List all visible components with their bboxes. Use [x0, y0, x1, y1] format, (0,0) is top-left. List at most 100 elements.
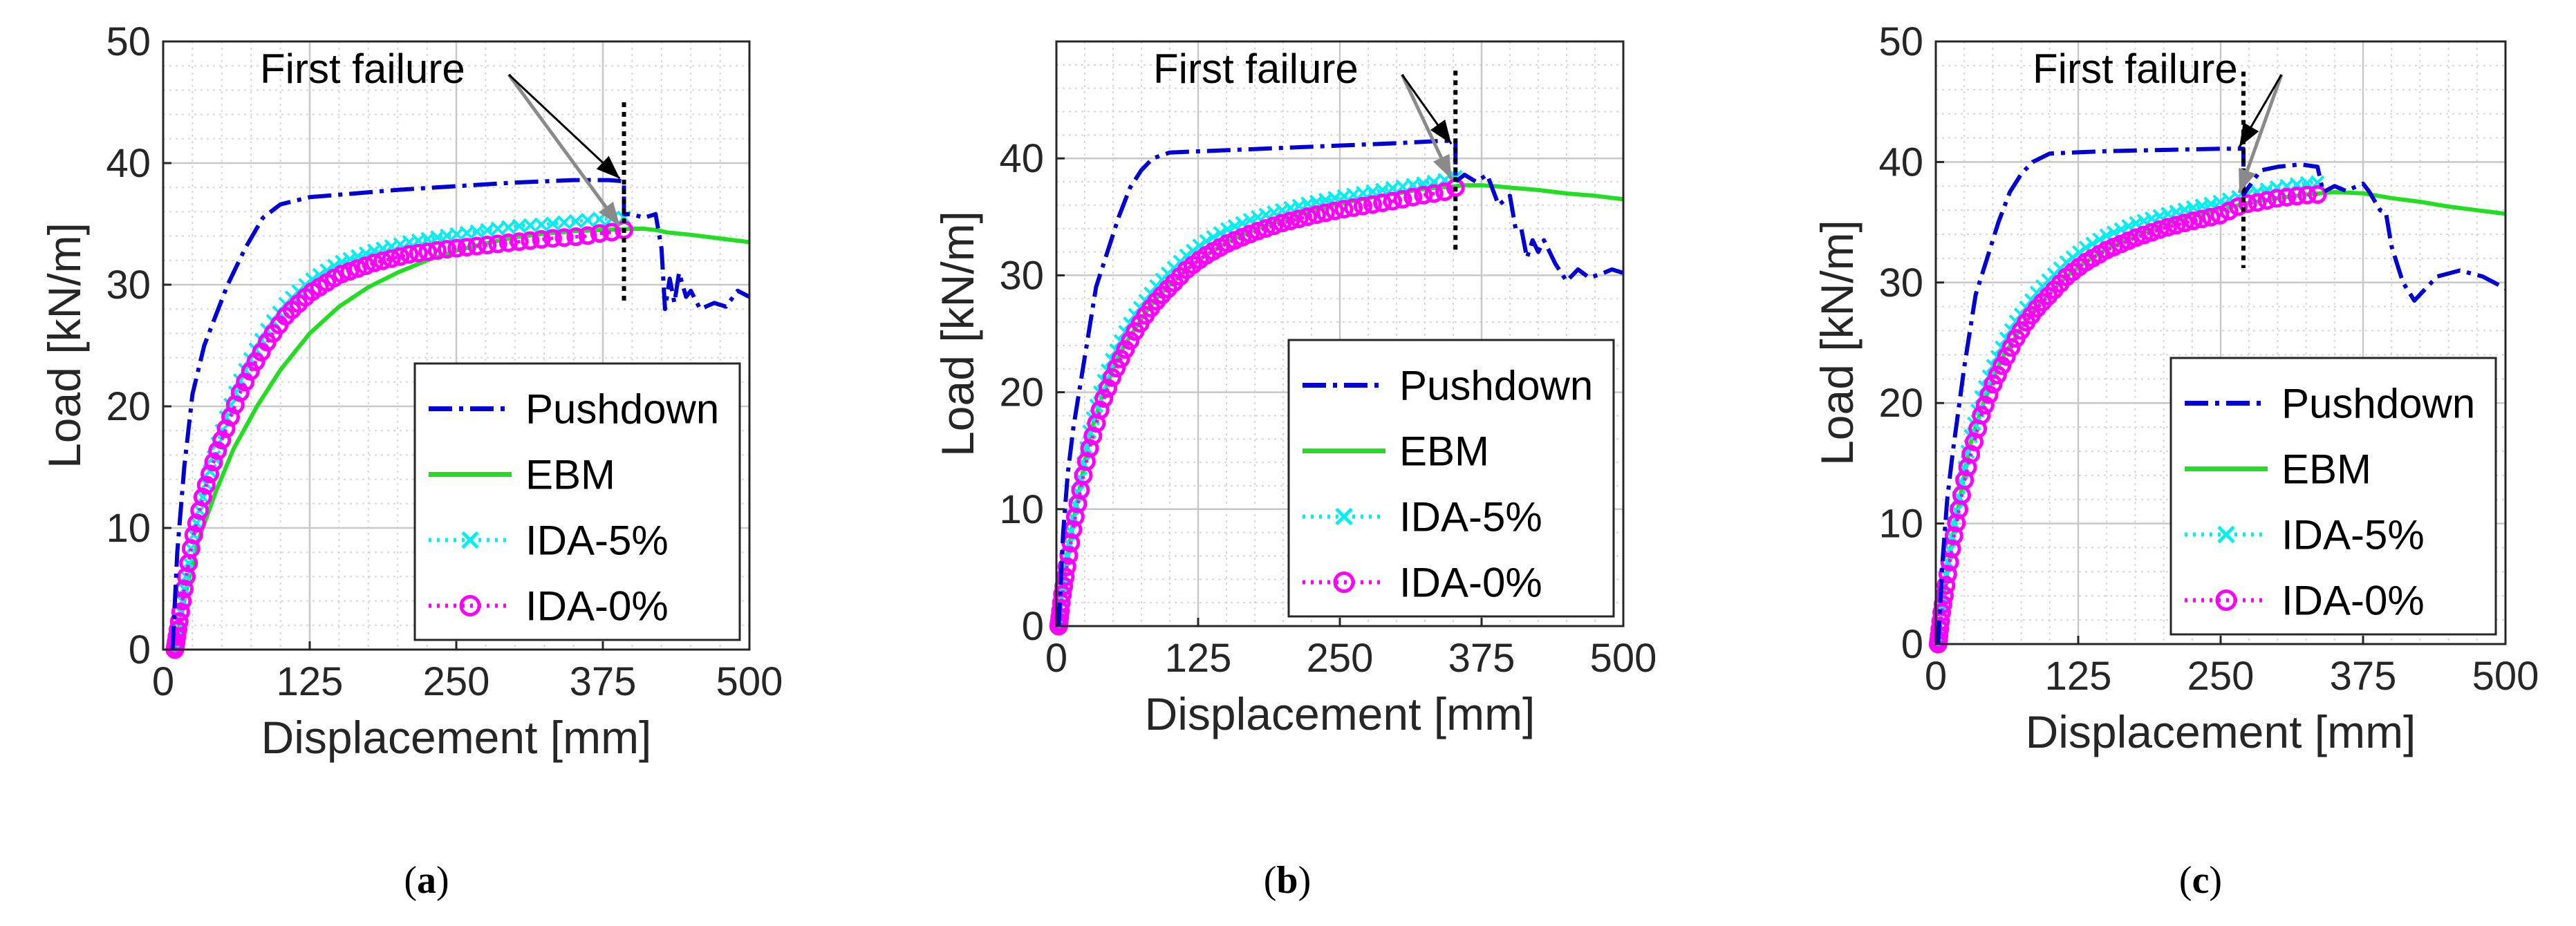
marker-stroke: [1235, 216, 1250, 231]
x-axis-label: Displacement [mm]: [1145, 688, 1536, 739]
marker-stroke: [490, 221, 505, 236]
x-tick-label: 375: [1448, 636, 1515, 681]
marker-stroke: [1227, 219, 1242, 234]
legend-label: Pushdown: [1399, 363, 1593, 409]
caption-close-paren: ): [2209, 859, 2222, 902]
x-axis-label: Displacement [mm]: [2026, 706, 2416, 757]
y-tick-label: 0: [1901, 622, 1923, 667]
data-point-marker-o: [2158, 218, 2178, 237]
marker-stroke: [1318, 192, 1333, 207]
y-tick-label: 10: [999, 487, 1044, 532]
data-point-marker-o: [1992, 356, 2012, 375]
series-group: [1928, 147, 2507, 654]
marker-stroke: [2185, 200, 2201, 215]
x-tick-label: 500: [716, 659, 783, 704]
y-axis-label: Load [kN/m]: [1811, 220, 1863, 466]
legend-box: [413, 362, 741, 641]
legend-item-pushdown: Pushdown: [1303, 363, 1593, 409]
data-point-marker-o: [457, 238, 476, 257]
marker-stroke: [2085, 236, 2100, 252]
x-tick-label: 500: [2472, 654, 2539, 699]
marker-stroke: [2152, 209, 2167, 224]
data-point-marker-o: [2142, 223, 2161, 242]
marker-stroke: [2144, 211, 2159, 226]
data-point-marker-o: [1056, 567, 1075, 587]
legend: Pushdown EBM IDA-5% IDA-0%: [1287, 339, 1615, 618]
data-point-marker-o: [566, 227, 586, 247]
y-tick-label: 0: [129, 627, 151, 672]
chart-panel-c: First failure 0 125 250 375 500 0 10 20 30 40 50 Dis…: [1811, 19, 2539, 902]
legend-label: EBM: [2281, 446, 2371, 493]
legend-box: [1287, 339, 1615, 618]
y-tick-label: 10: [1878, 502, 1923, 547]
legend-label: Pushdown: [2281, 381, 2475, 427]
data-point-marker-o: [1098, 379, 1117, 398]
data-point-marker-o: [1972, 406, 1991, 425]
data-point-marker-o: [2267, 189, 2286, 208]
legend-item-ida-5pct: IDA-5%: [2185, 512, 2425, 558]
data-point-marker-x: [568, 214, 584, 229]
data-point-marker-o: [1307, 205, 1326, 225]
data-point-marker-x: [534, 217, 549, 232]
data-point-marker-o: [2287, 187, 2306, 206]
panel-caption: (c): [2179, 859, 2222, 902]
data-point-marker-o: [193, 487, 212, 507]
data-point-marker-o: [1435, 182, 1455, 201]
data-point-marker-o: [373, 251, 393, 270]
legend-item-ida-5pct: IDA-5%: [429, 518, 669, 564]
arrow-head: [2239, 122, 2259, 147]
legend-item-ida-0pct: IDA-0%: [429, 583, 669, 630]
series-ida-0pct: [1049, 178, 1465, 636]
data-point-marker-o: [2277, 187, 2297, 207]
data-point-marker-o: [1107, 359, 1126, 378]
data-point-marker-o: [2175, 214, 2194, 233]
data-point-marker-o: [1979, 385, 1999, 404]
data-point-marker-o: [1298, 207, 1318, 226]
data-point-marker-x: [523, 218, 538, 233]
first-failure-arrow-black: [1401, 74, 1453, 145]
marker-stroke: [512, 218, 527, 234]
data-point-marker-o: [1975, 395, 1995, 415]
marker-stroke: [1192, 238, 1207, 254]
marker-stroke: [2160, 207, 2176, 221]
data-point-marker-o: [208, 441, 227, 460]
marker-stroke: [1267, 205, 1281, 220]
ticks: 0 125 250 375 500 0 10 20 30 40 50: [1878, 19, 2539, 699]
arrow-head: [1433, 153, 1452, 180]
data-point-marker-o: [498, 233, 518, 252]
data-point-marker-o: [340, 262, 360, 281]
legend: Pushdown EBM IDA-5% IDA-0%: [413, 362, 741, 641]
marker-stroke: [2113, 222, 2129, 237]
data-point-marker-o: [1363, 195, 1382, 214]
legend-box: [2169, 357, 2497, 636]
data-point-marker-o: [488, 234, 507, 254]
data-point-marker-o: [391, 247, 410, 266]
data-point-marker-o: [2150, 220, 2169, 239]
marker-stroke: [2203, 196, 2219, 211]
data-point-marker-o: [1281, 211, 1300, 231]
legend-label: IDA-0%: [2281, 578, 2425, 624]
marker-stroke: [1346, 187, 1361, 202]
data-point-marker-o: [1997, 347, 2016, 366]
y-axis-label: Load [kN/m]: [932, 211, 983, 457]
legend-label: IDA-5%: [1399, 494, 1542, 540]
data-point-marker-o: [2248, 193, 2267, 212]
series-group: [1049, 138, 1624, 636]
marker-stroke: [557, 215, 572, 230]
data-point-marker-o: [1984, 375, 2003, 394]
data-point-marker-o: [187, 513, 206, 533]
marker-stroke: [1300, 196, 1315, 211]
marker-stroke: [2169, 205, 2184, 219]
legend-item-ida-0pct: IDA-0%: [1303, 560, 1542, 606]
data-point-marker-o: [1248, 221, 1267, 240]
legend-swatch-marker: [459, 595, 481, 616]
marker-stroke: [2078, 240, 2093, 255]
marker-stroke: [1275, 202, 1289, 218]
data-point-marker-o: [554, 228, 574, 247]
data-point-marker-o: [2229, 197, 2248, 216]
marker-stroke: [1258, 207, 1273, 223]
y-tick-label: 30: [106, 263, 151, 308]
data-point-marker-o: [204, 453, 223, 472]
